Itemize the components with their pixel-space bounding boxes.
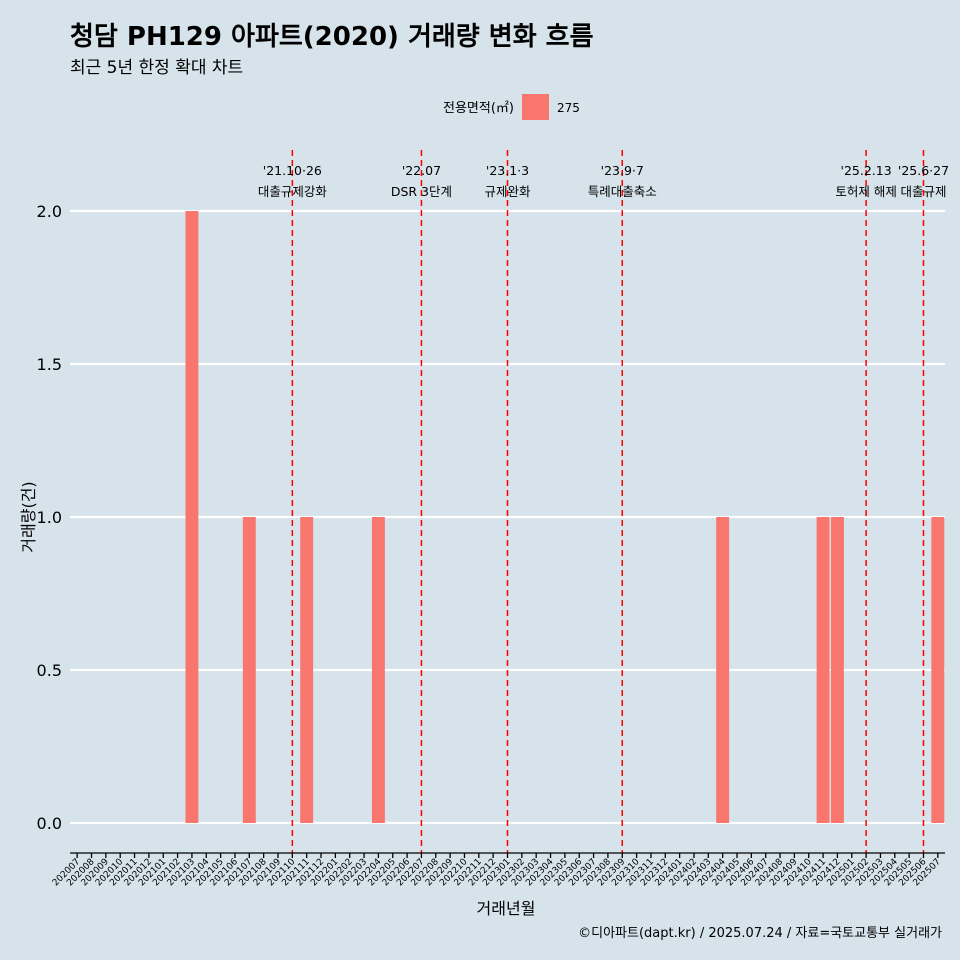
annotation-date: '25.6·27 [898, 163, 949, 178]
legend-item-label: 275 [557, 101, 580, 115]
bars [185, 211, 945, 823]
grid-lines: 0.0 0.5 1.0 1.5 2.0 [37, 202, 945, 833]
y-tick-label: 1.5 [37, 355, 62, 374]
bar [242, 517, 256, 823]
annotation-date: '25.2.13 [841, 163, 892, 178]
annotation-label: 규제완화 [484, 184, 531, 199]
bar [931, 517, 945, 823]
bar [371, 517, 385, 823]
annotation-date: '21.10·26 [263, 163, 322, 178]
legend: 전용면적(㎡) 275 [443, 94, 580, 120]
y-tick-label: 1.0 [37, 508, 62, 527]
bar [716, 517, 730, 823]
y-tick-label: 0.0 [37, 814, 62, 833]
annotation-date: '22.07 [402, 163, 441, 178]
bar [816, 517, 830, 823]
y-tick-label: 0.5 [37, 661, 62, 680]
legend-swatch [522, 94, 549, 120]
x-axis-title: 거래년월 [477, 899, 536, 918]
y-axis-title: 거래량(건) [19, 481, 38, 552]
annotation-label: 대출규제강화 [258, 184, 328, 199]
y-tick-label: 2.0 [37, 202, 62, 221]
bar [830, 517, 844, 823]
bar [300, 517, 314, 823]
chart-title: 청담 PH129 아파트(2020) 거래량 변화 흐름 [70, 22, 594, 52]
annotation-label: 토허제 해제 [835, 184, 896, 199]
reference-lines: '21.10·26 대출규제강화 '22.07 DSR 3단계 '23.1·3 규제완화 '… [258, 150, 949, 853]
annotation-date: '23.9·7 [601, 163, 644, 178]
axes: 2020072020082020092020102020112020122021… [51, 852, 945, 888]
annotation-label: 특례대출축소 [588, 184, 657, 199]
annotation-date: '23.1·3 [486, 163, 529, 178]
chart-subtitle: 최근 5년 한정 확대 차트 [70, 58, 244, 78]
annotation-label: DSR 3단계 [391, 184, 452, 199]
source-caption: ©디아파트(dapt.kr) / 2025.07.24 / 자료=국토교통부 실… [578, 926, 942, 941]
bar [185, 211, 199, 823]
annotation-label: 대출규제 [900, 184, 946, 199]
legend-title: 전용면적(㎡) [443, 101, 514, 116]
